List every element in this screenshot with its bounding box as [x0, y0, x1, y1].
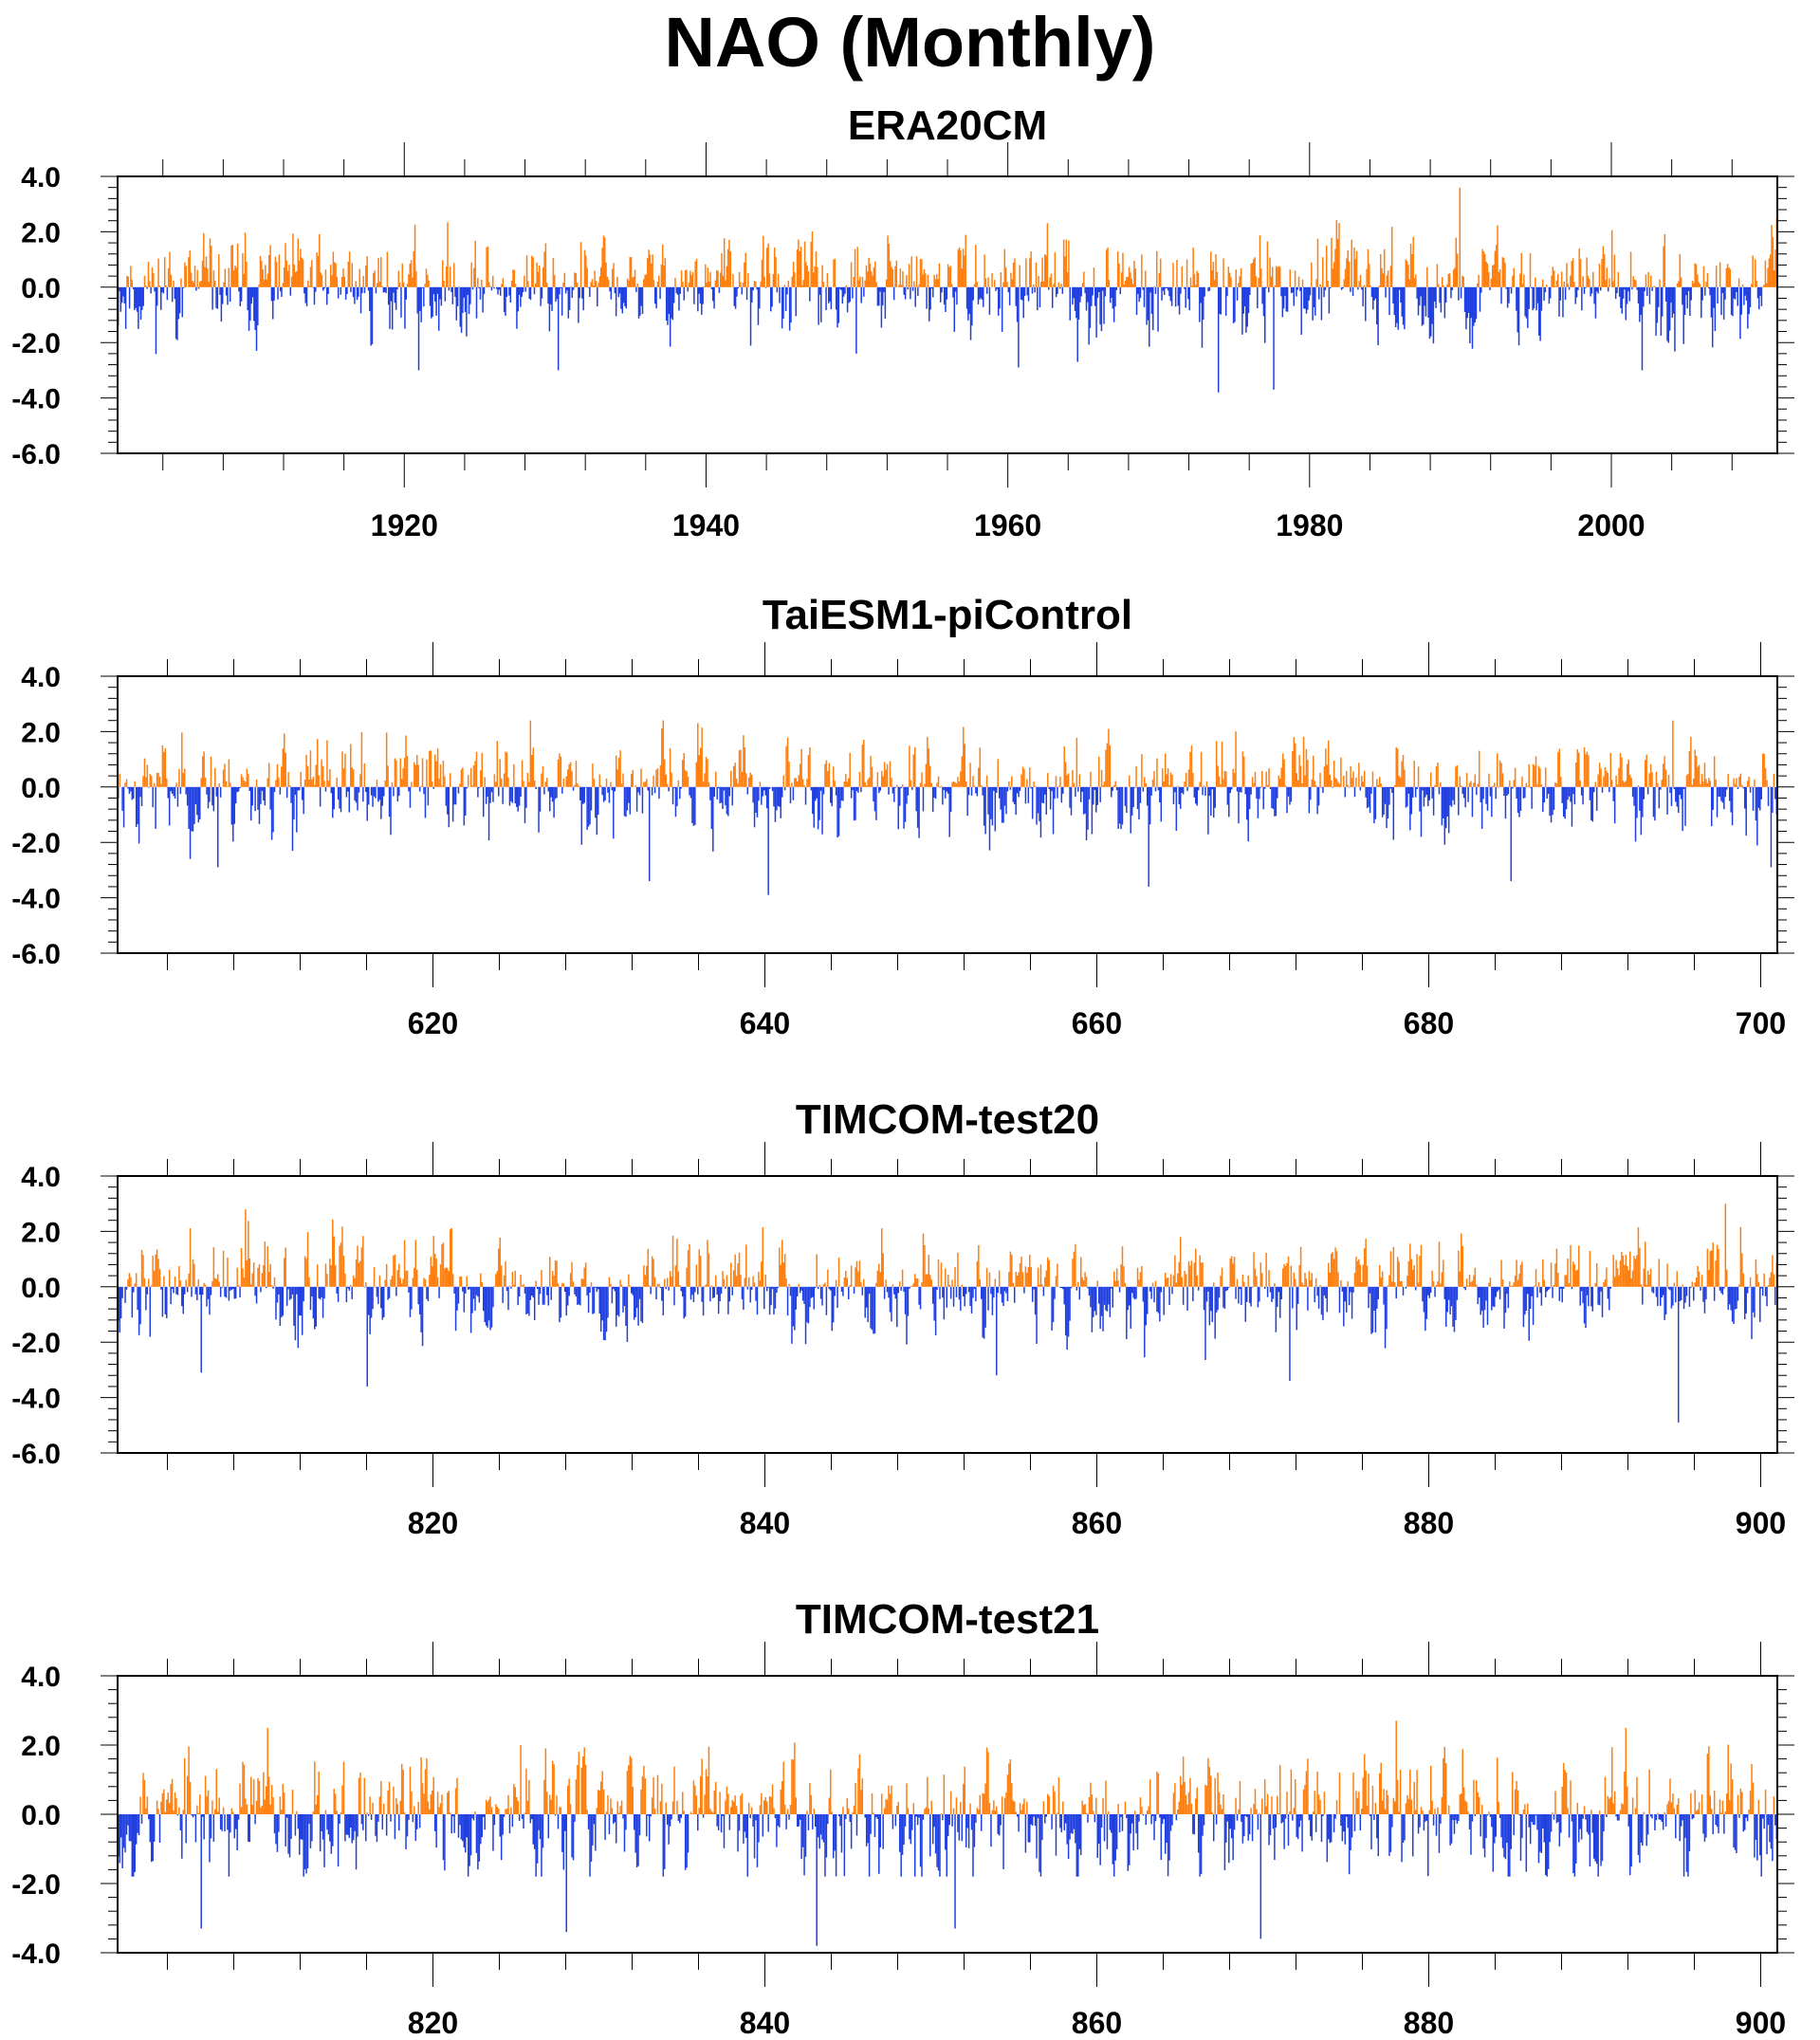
chart-title: TIMCOM-test20 — [796, 1096, 1099, 1143]
y-tick-label: -4.0 — [11, 884, 61, 915]
plot-frame — [117, 675, 1778, 954]
y-tick-label: -4.0 — [11, 1384, 61, 1415]
y-tick-label: 2.0 — [21, 1217, 61, 1248]
x-tick-label: 680 — [1404, 1006, 1454, 1040]
chart-panel-1: ERA20CM 4.0 2.0 0.0 -2.0 -4.0 -6.0 1920 1940 1960… — [11, 102, 1794, 542]
y-tick-label: 0.0 — [21, 273, 61, 304]
chart-title: ERA20CM — [848, 102, 1047, 149]
y-tick-label: 4.0 — [21, 162, 61, 193]
plot-frame — [117, 1175, 1778, 1454]
x-tick-label: 660 — [1072, 1006, 1122, 1040]
x-tick-label: 1960 — [974, 508, 1041, 542]
y-tick-label: -6.0 — [11, 939, 61, 970]
chart-title: TIMCOM-test21 — [796, 1596, 1099, 1643]
bars — [117, 1720, 1778, 1946]
x-tick-label: 820 — [408, 1506, 458, 1540]
x-tick-label: 1980 — [1276, 508, 1343, 542]
y-tick-label: 4.0 — [21, 662, 61, 693]
x-tick-label: 860 — [1072, 1506, 1122, 1540]
y-tick-label: -2.0 — [11, 1328, 61, 1359]
y-tick-label: -4.0 — [11, 384, 61, 415]
y-tick-label: -6.0 — [11, 439, 61, 470]
x-tick-label: 1940 — [672, 508, 740, 542]
y-tick-label: 0.0 — [21, 773, 61, 804]
x-tick-label: 840 — [740, 1506, 790, 1540]
bars — [117, 720, 1778, 895]
bars — [117, 187, 1778, 393]
x-tick-label: 620 — [408, 1006, 458, 1040]
y-tick-label: -2.0 — [11, 828, 61, 859]
x-tick-label: 640 — [740, 1006, 790, 1040]
y-tick-label: 0.0 — [21, 1273, 61, 1304]
y-tick-label: 2.0 — [21, 717, 61, 748]
y-tick-label: -2.0 — [11, 328, 61, 359]
chart-title: TaiESM1-piControl — [763, 592, 1132, 638]
bars — [117, 1204, 1778, 1423]
chart-panel-2: TaiESM1-piControl 4.0 2.0 0.0 -2.0 -4.0 -6.0 62… — [11, 592, 1794, 1040]
y-tick-label: -6.0 — [11, 1439, 61, 1470]
y-tick-label: 4.0 — [21, 1162, 61, 1193]
x-tick-label: 700 — [1736, 1006, 1786, 1040]
x-tick-label: 1920 — [371, 508, 438, 542]
y-tick-label: 2.0 — [21, 217, 61, 248]
x-tick-label: 2000 — [1577, 508, 1645, 542]
x-tick-label: 880 — [1404, 1506, 1454, 1540]
page-title: NAO (Monthly) — [664, 3, 1156, 82]
chart-panel-3: TIMCOM-test20 4.0 2.0 0.0 -2.0 -4.0 -6.0 820 840… — [11, 1096, 1794, 1540]
x-tick-label: 900 — [1736, 1506, 1786, 1540]
